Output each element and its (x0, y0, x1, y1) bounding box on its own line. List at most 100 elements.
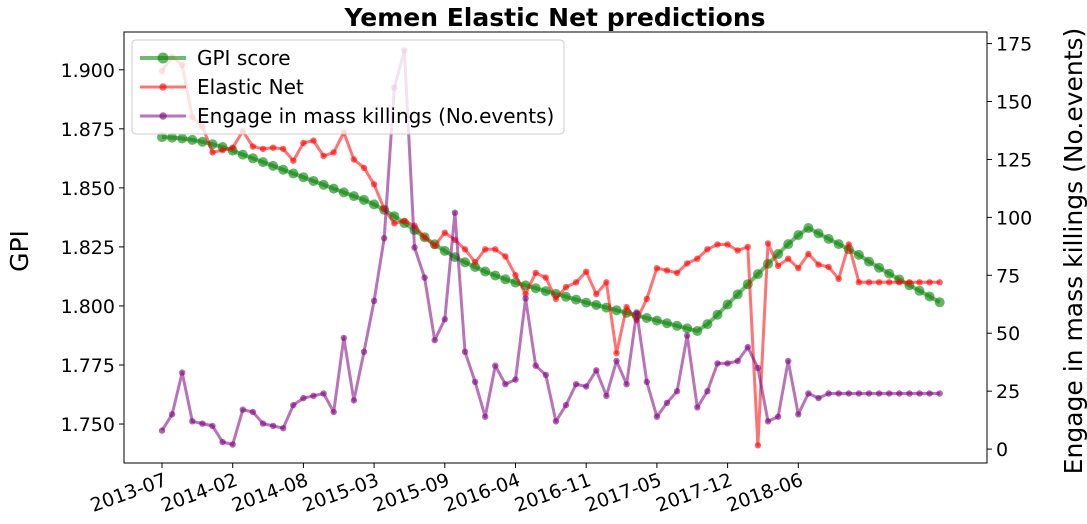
series-point-1 (623, 303, 630, 311)
series-point-2 (875, 390, 883, 397)
series-point-1 (896, 279, 903, 286)
y-tick-label: 1.750 (61, 414, 115, 436)
series-point-1 (562, 283, 570, 291)
series-point-2 (704, 388, 711, 395)
series-point-2 (562, 401, 570, 409)
series-point-2 (502, 381, 509, 388)
series-point-2 (835, 390, 842, 397)
series-point-0 (591, 300, 602, 310)
series-point-2 (249, 408, 257, 416)
series-point-1 (310, 137, 317, 144)
series-point-1 (875, 279, 883, 286)
series-point-2 (785, 357, 792, 365)
series-point-2 (754, 364, 762, 372)
series-point-1 (401, 217, 408, 225)
series-point-0 (692, 326, 703, 336)
series-point-1 (461, 246, 469, 253)
series-point-2 (310, 392, 317, 399)
series-point-0 (177, 133, 188, 144)
series-point-0 (803, 223, 814, 233)
chart-title: Yemen Elastic Net predictions (343, 3, 765, 32)
series-point-2 (643, 378, 650, 386)
series-point-2 (896, 390, 903, 397)
series-point-1 (391, 220, 398, 227)
series-point-1 (572, 279, 580, 286)
series-point-1 (785, 255, 792, 262)
series-point-1 (482, 246, 489, 253)
legend-label: GPI score (197, 46, 291, 70)
series-point-1 (714, 241, 721, 248)
series-point-0 (914, 285, 925, 296)
series-point-2 (350, 397, 358, 404)
series-point-1 (795, 265, 802, 272)
series-point-0 (611, 305, 622, 316)
series-point-2 (239, 406, 246, 413)
series-point-1 (512, 272, 519, 279)
series-point-1 (290, 157, 297, 164)
series-point-2 (431, 337, 438, 344)
series-point-2 (542, 371, 549, 379)
series-point-2 (552, 418, 560, 425)
series-point-1 (906, 279, 913, 286)
series-point-0 (359, 194, 369, 205)
series-point-2 (199, 420, 206, 427)
series-point-1 (441, 229, 448, 236)
series-point-1 (583, 268, 590, 275)
y2-tick-label: 175 (996, 34, 1032, 56)
series-point-2 (532, 362, 539, 369)
series-point-0 (672, 320, 683, 331)
legend-label: Elastic Net (197, 75, 304, 99)
series-point-1 (492, 246, 499, 253)
series-point-2 (795, 411, 802, 418)
series-point-1 (532, 269, 539, 277)
series-point-1 (320, 152, 327, 160)
series-point-0 (540, 286, 551, 297)
series-point-2 (280, 425, 287, 432)
series-point-1 (421, 234, 428, 241)
series-point-1 (643, 295, 650, 303)
series-point-1 (209, 149, 216, 156)
series-point-2 (663, 399, 671, 406)
series-point-1 (673, 269, 681, 277)
series-point-2 (936, 390, 943, 397)
series-point-2 (461, 348, 469, 355)
series-point-2 (290, 401, 297, 409)
series-point-1 (300, 139, 307, 147)
series-point-2 (593, 367, 600, 374)
series-point-0 (712, 309, 723, 320)
series-point-1 (280, 145, 287, 153)
series-point-2 (381, 235, 388, 242)
y-axis-label: GPI (5, 230, 34, 272)
series-point-2 (916, 390, 923, 397)
series-point-0 (318, 179, 329, 190)
legend-marker (159, 83, 167, 91)
series-point-2 (421, 274, 428, 281)
series-point-0 (833, 239, 844, 250)
series-point-1 (542, 274, 549, 281)
series-point-0 (197, 136, 208, 147)
series-point-2 (653, 413, 661, 420)
y-tick-label: 1.900 (61, 60, 115, 82)
series-point-1 (259, 145, 267, 153)
series-point-2 (583, 383, 590, 390)
series-point-1 (865, 279, 873, 286)
y2-tick-label: 75 (996, 265, 1020, 287)
series-point-2 (774, 413, 782, 420)
series-point-1 (764, 240, 772, 247)
series-point-1 (724, 241, 731, 248)
series-point-2 (724, 360, 731, 367)
series-point-2 (603, 392, 610, 399)
series-point-2 (451, 209, 459, 216)
series-point-0 (732, 289, 743, 300)
series-point-1 (471, 259, 479, 266)
y-tick-label: 1.850 (61, 178, 115, 200)
series-point-2 (805, 390, 812, 397)
series-point-0 (439, 245, 450, 256)
series-point-2 (845, 390, 852, 397)
series-point-0 (793, 230, 804, 241)
series-point-0 (237, 149, 248, 160)
series-point-2 (623, 381, 630, 388)
series-point-2 (815, 394, 822, 402)
series-point-1 (249, 143, 257, 150)
